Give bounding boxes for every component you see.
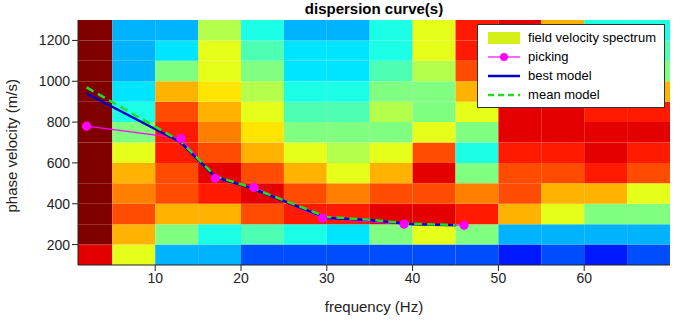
svg-text:frequency (Hz): frequency (Hz): [325, 298, 423, 315]
svg-text:1200: 1200: [39, 32, 70, 48]
svg-text:200: 200: [47, 237, 71, 253]
svg-text:600: 600: [47, 155, 71, 171]
svg-text:1000: 1000: [39, 73, 70, 89]
svg-text:phase velocity (m/s): phase velocity (m/s): [3, 79, 20, 212]
html-text:best model: best model: [528, 68, 592, 83]
svg-text:20: 20: [233, 270, 249, 286]
html-text:field velocity spectrum: field velocity spectrum: [528, 30, 656, 45]
html-text:mean model: mean model: [528, 87, 600, 102]
html-text:picking: picking: [528, 49, 569, 64]
svg-text:30: 30: [319, 270, 335, 286]
svg-text:50: 50: [491, 270, 507, 286]
svg-text:60: 60: [576, 270, 592, 286]
svg-text:400: 400: [47, 196, 71, 212]
html-text:dispersion curve(s): dispersion curve(s): [304, 0, 444, 17]
svg-text:10: 10: [147, 270, 163, 286]
svg-text:800: 800: [47, 114, 71, 130]
svg-text:40: 40: [405, 270, 421, 286]
